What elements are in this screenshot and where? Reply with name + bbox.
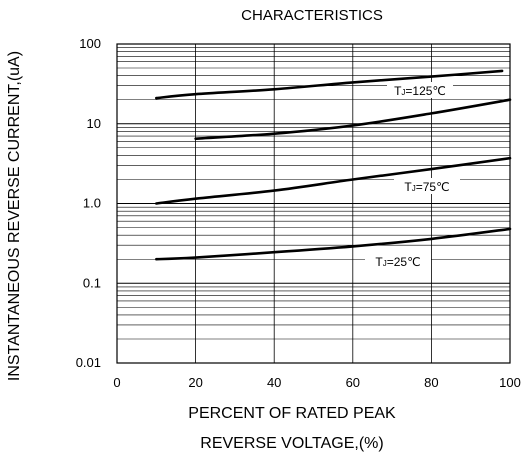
series-line — [194, 98, 512, 140]
temperature-label: TJ=125℃ — [387, 82, 453, 98]
series-lines — [155, 69, 512, 261]
y-axis-title: INSTANTANEOUS REVERSE CURRENT,(uA) — [6, 51, 23, 381]
x-axis-title-line-2: REVERSE VOLTAGE,(%) — [200, 435, 383, 452]
x-tick-label: 80 — [424, 375, 438, 390]
x-tick-label: 40 — [267, 375, 281, 390]
y-tick-label: 0.1 — [83, 275, 101, 290]
label-background — [394, 178, 460, 194]
x-tick-label: 100 — [499, 375, 521, 390]
x-tick-label: 60 — [346, 375, 360, 390]
temperature-label: TJ=25℃ — [365, 253, 431, 269]
y-tick-label: 1.0 — [83, 196, 101, 211]
label-background — [365, 253, 431, 269]
plot-frame — [116, 43, 511, 364]
x-axis-title-line-1: PERCENT OF RATED PEAK — [188, 405, 396, 422]
x-tick-labels: 0 20 40 60 80 100 — [113, 375, 520, 390]
series-line — [155, 69, 504, 100]
chart-title: CHARACTERISTICS — [241, 7, 383, 24]
temperature-label-text: TJ=125℃ — [394, 84, 446, 98]
x-tick-label: 20 — [188, 375, 202, 390]
label-background — [387, 82, 453, 98]
temperature-label-text: TJ=75℃ — [404, 180, 449, 194]
y-tick-labels: 100 10 1.0 0.1 0.01 — [76, 36, 101, 370]
y-tick-label: 10 — [87, 116, 101, 131]
grid — [117, 44, 510, 364]
temperature-annotations: TJ=125℃ TJ=75℃ TJ=25℃ — [365, 82, 460, 269]
series-line — [155, 227, 512, 261]
temperature-label: TJ=75℃ — [394, 178, 460, 194]
temperature-label-text: TJ=25℃ — [375, 255, 420, 269]
series-line — [155, 156, 512, 205]
y-tick-label: 100 — [79, 36, 101, 51]
x-tick-label: 0 — [113, 375, 120, 390]
y-tick-label: 0.01 — [76, 355, 101, 370]
